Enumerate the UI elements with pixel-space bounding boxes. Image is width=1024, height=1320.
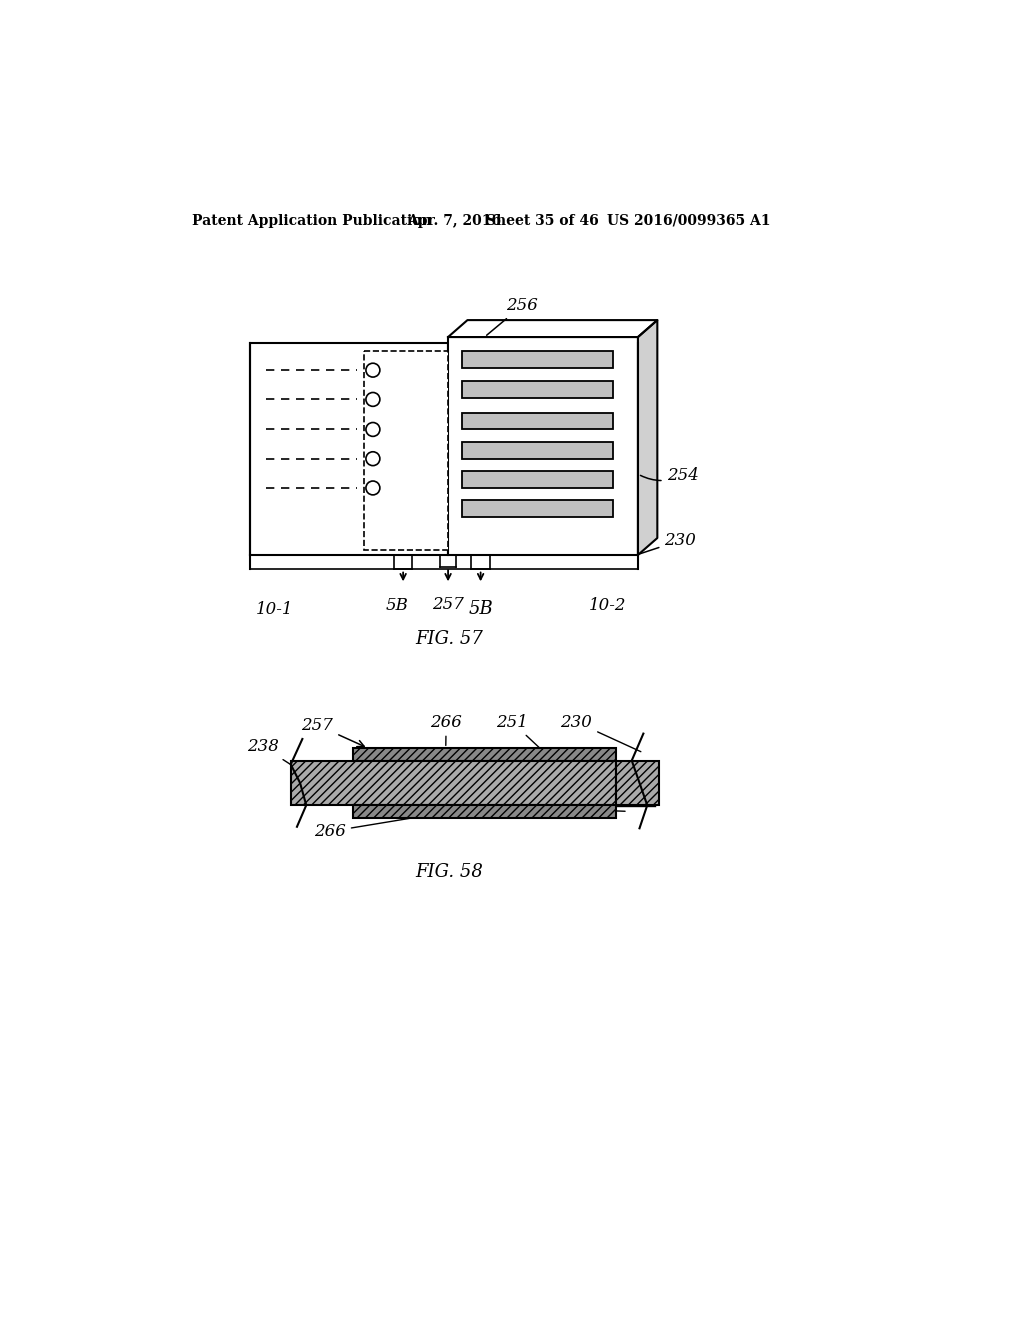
Text: 5B: 5B bbox=[385, 597, 409, 614]
Text: 230: 230 bbox=[639, 532, 696, 554]
Text: 238: 238 bbox=[247, 738, 300, 771]
Bar bbox=[462, 351, 613, 368]
Text: 10-1: 10-1 bbox=[256, 601, 293, 618]
Bar bbox=[462, 381, 613, 397]
Text: 266: 266 bbox=[430, 714, 462, 746]
Bar bbox=[462, 412, 613, 429]
Text: 253: 253 bbox=[488, 799, 625, 816]
Polygon shape bbox=[449, 321, 657, 337]
Bar bbox=[616, 760, 658, 805]
Text: Patent Application Publication: Patent Application Publication bbox=[191, 214, 431, 228]
Bar bbox=[352, 805, 616, 817]
Bar bbox=[462, 471, 613, 488]
Bar bbox=[449, 337, 638, 554]
Text: Apr. 7, 2016: Apr. 7, 2016 bbox=[407, 214, 501, 228]
Text: FIG. 57: FIG. 57 bbox=[416, 630, 483, 648]
Text: 240: 240 bbox=[560, 767, 643, 797]
Text: 10-2: 10-2 bbox=[589, 597, 627, 614]
Text: 257: 257 bbox=[432, 595, 464, 612]
Text: 5B: 5B bbox=[469, 599, 494, 618]
Bar bbox=[462, 442, 613, 459]
Text: FIG. 58: FIG. 58 bbox=[416, 863, 483, 880]
Bar bbox=[352, 748, 616, 760]
Bar bbox=[462, 500, 613, 517]
Text: 254: 254 bbox=[640, 467, 698, 484]
Bar bbox=[251, 343, 449, 554]
Bar bbox=[365, 351, 449, 549]
Text: 251: 251 bbox=[496, 714, 545, 752]
Text: 230: 230 bbox=[560, 714, 641, 751]
Text: 257: 257 bbox=[301, 717, 365, 747]
Text: 266: 266 bbox=[314, 818, 412, 840]
Polygon shape bbox=[638, 321, 657, 554]
Text: 256: 256 bbox=[486, 297, 538, 335]
Text: US 2016/0099365 A1: US 2016/0099365 A1 bbox=[607, 214, 770, 228]
Text: Sheet 35 of 46: Sheet 35 of 46 bbox=[486, 214, 599, 228]
Bar bbox=[291, 760, 616, 805]
